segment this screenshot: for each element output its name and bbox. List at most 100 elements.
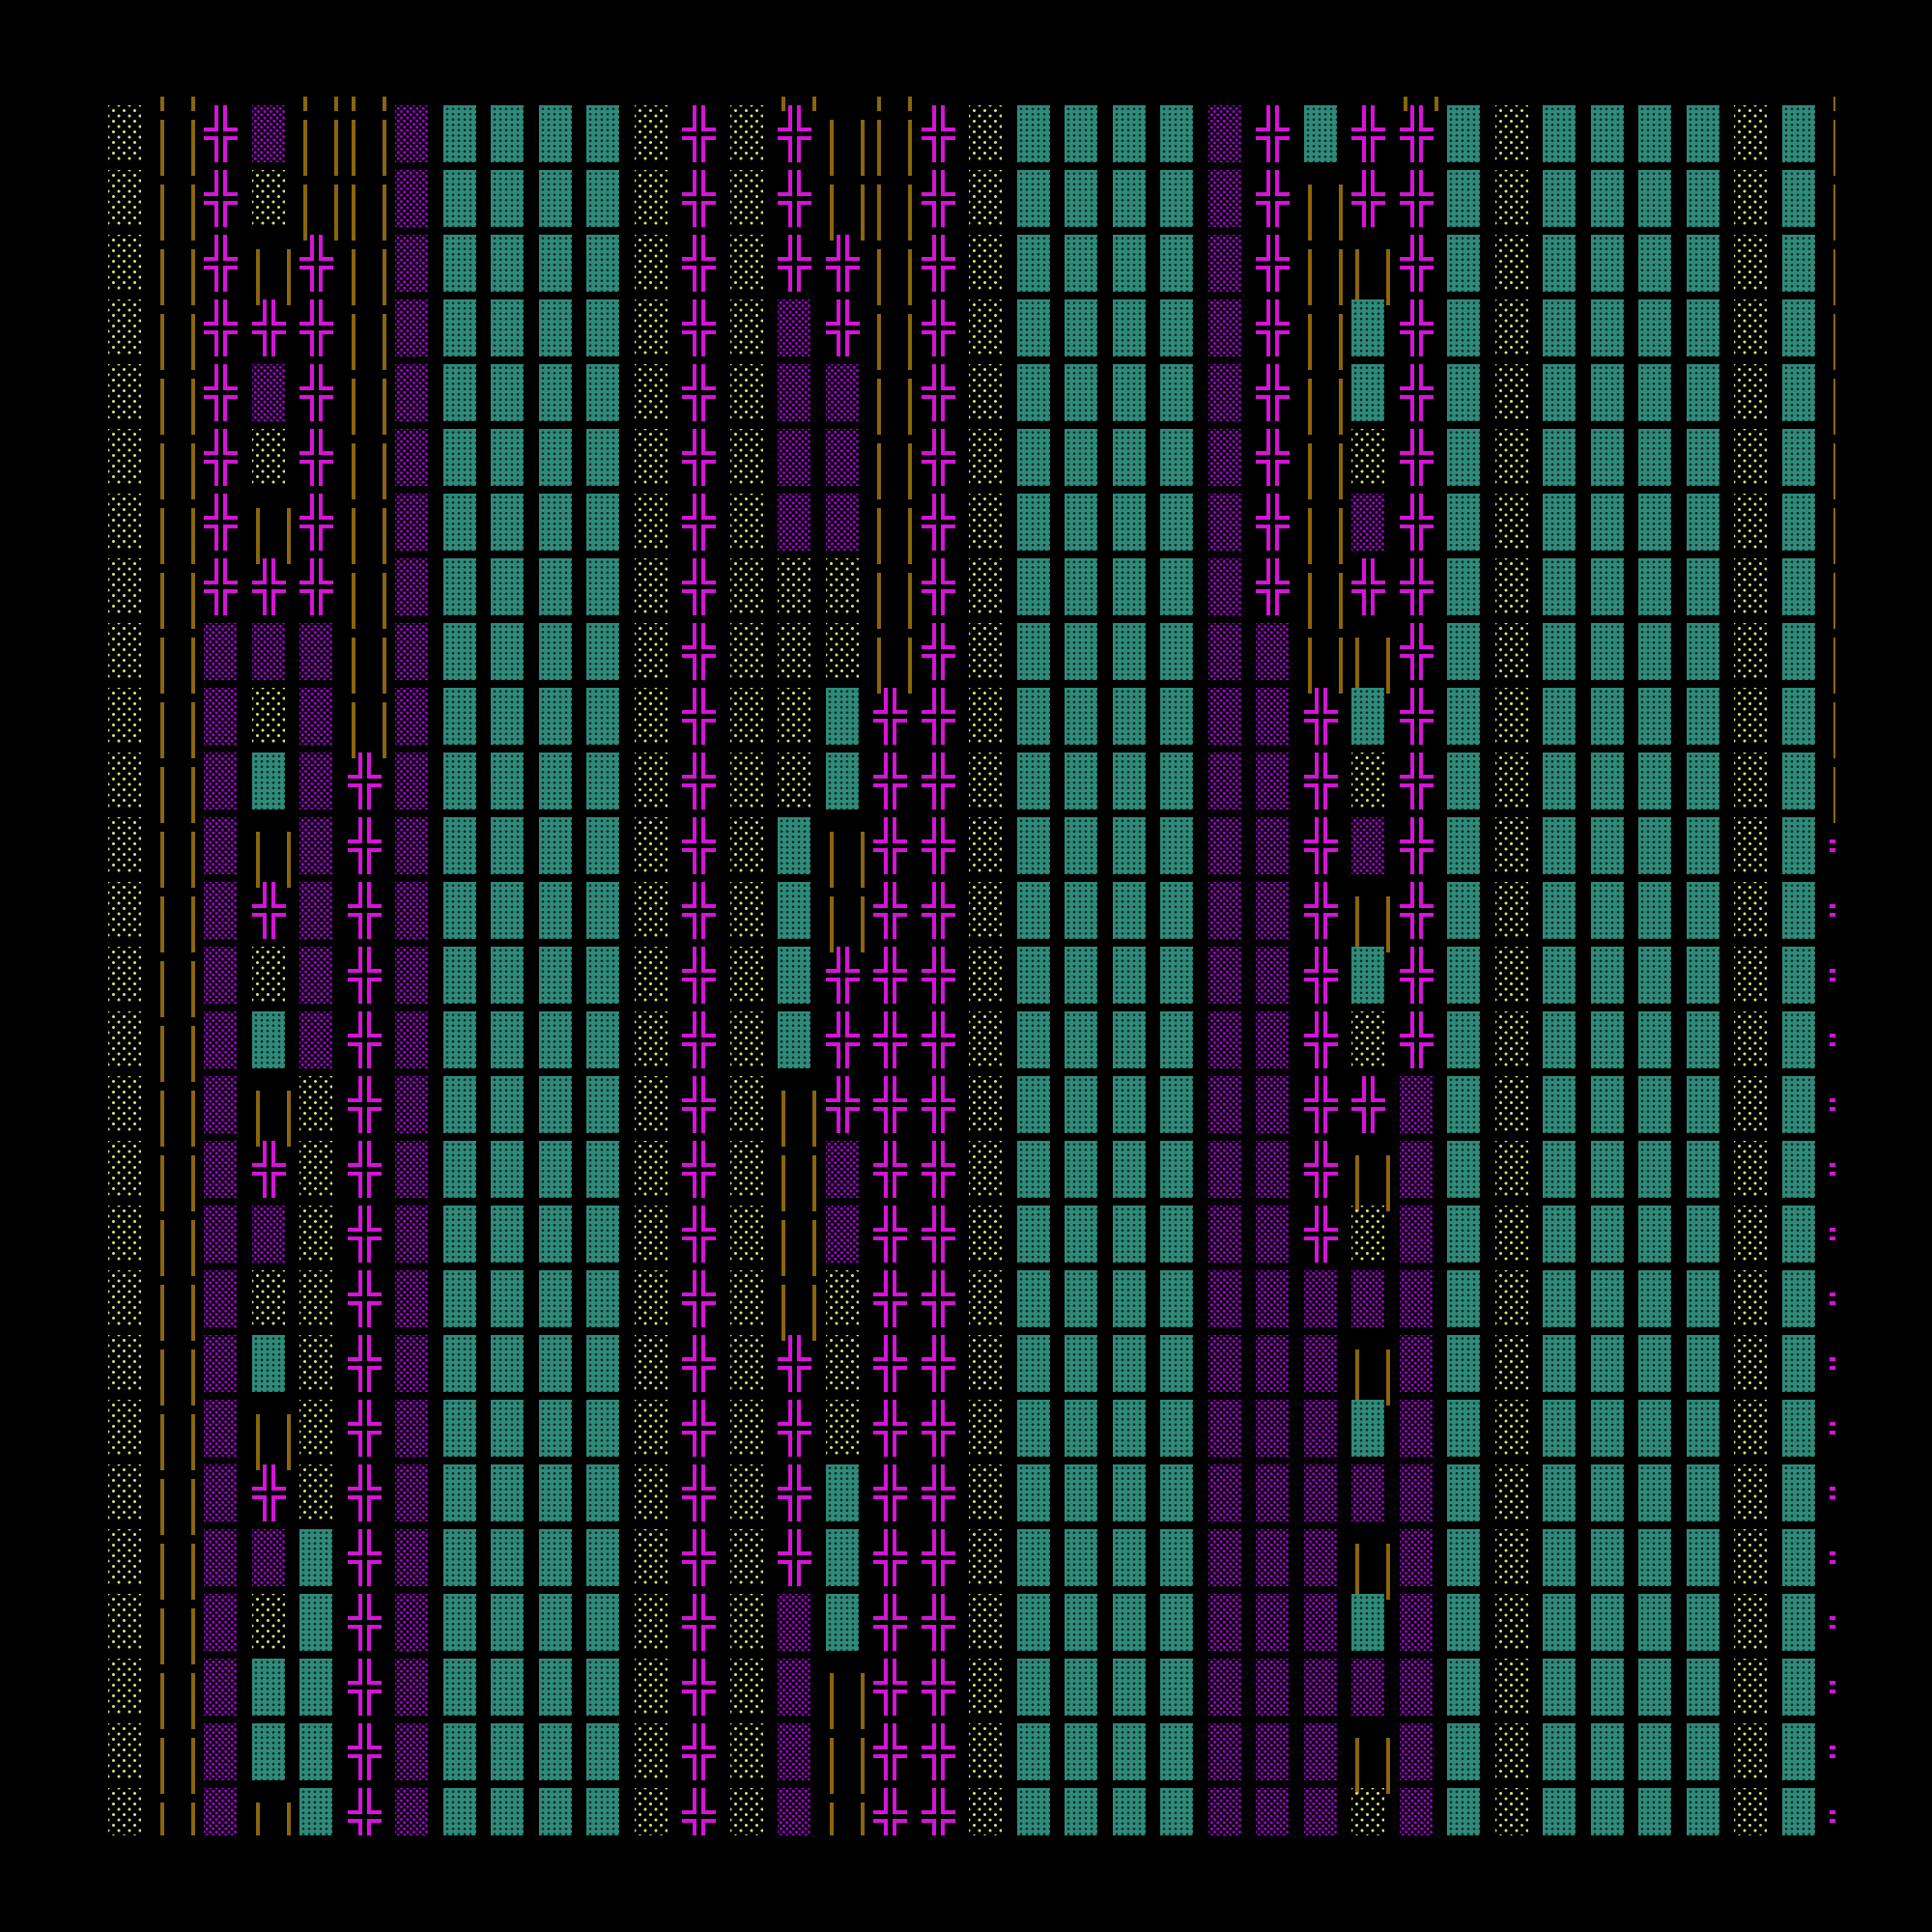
double-cross-glyph	[200, 100, 248, 165]
glyph-medium-shade	[774, 489, 822, 554]
dark-shade-block	[825, 753, 859, 810]
glyph-medium-shade	[1205, 295, 1253, 359]
glyph-dark-shade	[1683, 1007, 1731, 1071]
glyph-light-shade	[822, 554, 870, 618]
light-shade-block	[1734, 1270, 1767, 1327]
glyph-double-cross	[1252, 554, 1300, 618]
dark-shade-block	[1781, 1076, 1815, 1133]
glyph-dark-shade	[535, 812, 583, 877]
dark-shade-block	[1016, 623, 1050, 680]
double-cross-glyph	[678, 748, 726, 812]
glyph-medium-shade	[200, 942, 248, 1007]
glyph-medium-shade	[1205, 1460, 1253, 1524]
dark-shade-block	[1543, 235, 1576, 292]
glyph-dark-shade	[487, 618, 535, 683]
glyph-light-shade	[726, 1654, 775, 1719]
glyph-dark-shade	[1683, 424, 1731, 489]
light-shade-block	[825, 623, 859, 680]
double-vertical-line	[869, 424, 918, 499]
double-cross-glyph	[1300, 1007, 1349, 1071]
glyph-light-shade	[631, 1330, 679, 1395]
double-vertical-line	[1826, 165, 1835, 241]
light-shade-block	[108, 1270, 141, 1327]
glyph-medium-shade	[1205, 1201, 1253, 1265]
medium-shade-block	[1351, 1270, 1384, 1327]
dark-shade-block	[825, 1529, 859, 1586]
medium-shade-block	[1399, 1594, 1433, 1651]
dark-shade-block	[1447, 558, 1480, 615]
dark-shade-block	[1447, 1270, 1480, 1327]
dark-shade-block	[1638, 1594, 1671, 1651]
dark-shade-block	[442, 623, 476, 680]
double-cross-glyph	[869, 1589, 918, 1654]
glyph-double-vertical	[1826, 554, 1835, 629]
glyph-dark-shade	[440, 1007, 488, 1071]
medium-shade-block	[1208, 1659, 1241, 1716]
glyph-double-cross	[1252, 295, 1300, 359]
dark-shade-block	[538, 1141, 572, 1198]
medium-shade-block	[204, 1659, 237, 1716]
glyph-medium-shade	[1348, 489, 1396, 554]
double-cross-glyph	[918, 1719, 966, 1783]
dark-shade-block	[1112, 429, 1146, 486]
light-shade-block	[634, 1788, 668, 1835]
glyph-dark-shade	[1013, 554, 1062, 618]
dark-shade-block	[491, 1594, 524, 1651]
glyph-dark-shade	[1587, 1589, 1635, 1654]
glyph-dark-shade	[1683, 748, 1731, 812]
glyph-dark-shade	[1061, 489, 1109, 554]
screen-row: ░║╬░╬║▒▓▓▓▓░╬░▒▒║╬░▓▓▓▓▒╬║░╬▓░▓▓▓▓░▓║	[104, 424, 1835, 499]
dark-shade-block	[1686, 1270, 1719, 1327]
glyph-double-cross	[1826, 1719, 1835, 1783]
glyph-double-vertical	[822, 1719, 870, 1794]
glyph-dark-shade	[1539, 295, 1587, 359]
double-cross-glyph	[344, 1719, 392, 1783]
glyph-light-shade	[1492, 1201, 1540, 1265]
glyph-double-cross	[918, 489, 966, 554]
light-shade-block	[1734, 1206, 1767, 1263]
glyph-double-vertical	[1826, 230, 1835, 305]
dark-shade-block	[1543, 753, 1576, 810]
medium-shade-block	[204, 1141, 237, 1198]
glyph-light-shade	[631, 877, 679, 942]
glyph-dark-shade	[1683, 554, 1731, 618]
dark-shade-block	[1638, 299, 1671, 356]
glyph-double-vertical	[1348, 618, 1396, 694]
glyph-light-shade	[965, 295, 1013, 359]
glyph-dark-shade	[535, 1265, 583, 1330]
glyph-double-cross	[248, 295, 297, 359]
glyph-dark-shade	[1061, 1395, 1109, 1460]
glyph-light-shade	[248, 683, 297, 748]
dark-shade-block	[1065, 1141, 1097, 1198]
glyph-dark-shade	[440, 1719, 488, 1783]
glyph-light-shade	[1492, 1330, 1540, 1395]
glyph-double-vertical	[774, 1071, 822, 1147]
double-vertical-line	[822, 1654, 870, 1729]
screen-row: ░║▒║▓╬▒▓▓▓▓░╬░▒║╬╬░▓▓▓▓▒▒▒░▒▓░▓▓▓▓░▓╬	[104, 1783, 1835, 1835]
light-shade-block	[634, 170, 668, 227]
dark-shade-block	[1160, 494, 1193, 551]
light-shade-block	[1494, 882, 1528, 939]
light-shade-block	[825, 558, 859, 615]
double-cross-glyph	[1826, 877, 1835, 942]
glyph-dark-shade	[296, 1783, 344, 1835]
light-shade-block	[1734, 1141, 1767, 1198]
glyph-dark-shade	[1443, 554, 1492, 618]
glyph-light-shade	[1730, 489, 1778, 554]
glyph-double-cross	[918, 165, 966, 230]
glyph-medium-shade	[1252, 618, 1300, 683]
medium-shade-block	[204, 688, 237, 745]
glyph-dark-shade	[440, 165, 488, 230]
screen-row: ░║▒▒░╬▒▓▓▓▓░╬░║▒╬╬░▓▓▓▓▒▒╬░▒▓░▓▓▓▓░▓╬	[104, 1201, 1835, 1276]
dark-shade-block	[778, 817, 810, 874]
dark-shade-block	[1016, 1270, 1050, 1327]
glyph-dark-shade	[1539, 1265, 1587, 1330]
glyph-light-shade	[631, 812, 679, 877]
dark-shade-block	[1447, 1206, 1480, 1263]
glyph-medium-shade	[391, 812, 440, 877]
glyph-dark-shade	[487, 1201, 535, 1265]
glyph-dark-shade	[1348, 683, 1396, 748]
glyph-double-cross	[822, 1007, 870, 1071]
glyph-double-vertical	[153, 230, 201, 305]
medium-shade-block	[395, 1464, 428, 1521]
